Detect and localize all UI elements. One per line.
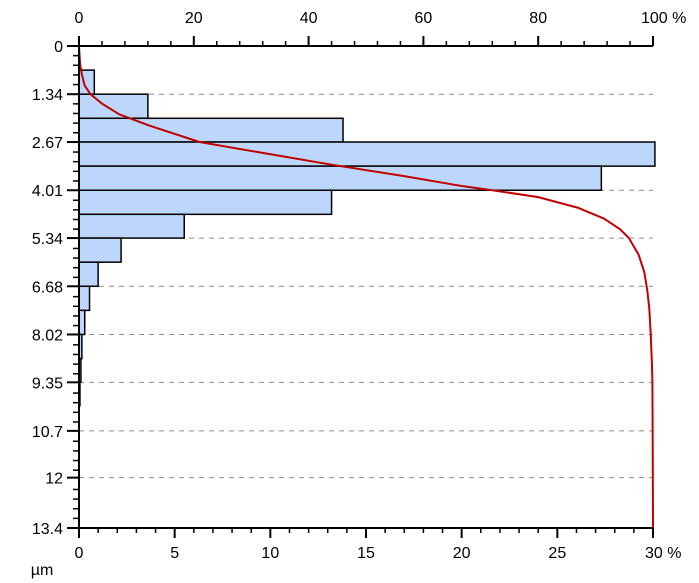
histogram-bar	[78, 213, 185, 239]
y-tick-label: 9.35	[32, 375, 63, 392]
top-tick-label: 0	[75, 10, 84, 27]
bottom-tick-label: 0	[75, 545, 84, 562]
histogram-bar	[78, 237, 122, 263]
y-tick-label: 2.67	[32, 135, 63, 152]
top-tick-label: 40	[300, 10, 318, 27]
top-tick-label: 80	[529, 10, 547, 27]
y-tick-label: 0	[54, 39, 63, 56]
cumulative-curve	[78, 45, 654, 529]
bottom-tick-label: 10	[261, 545, 279, 562]
top-tick-label: 60	[415, 10, 433, 27]
bottom-tick-label: 20	[453, 545, 471, 562]
histogram-bar	[78, 93, 149, 120]
y-tick-label: 13.4	[32, 521, 63, 538]
histogram-bar	[78, 285, 91, 312]
y-axis-unit-label: µm	[31, 562, 54, 579]
y-tick-label: 6.68	[32, 279, 63, 296]
bottom-tick-label: 15	[357, 545, 375, 562]
y-tick-label: 1.34	[32, 87, 63, 104]
bottom-tick-label: 5	[170, 545, 179, 562]
y-tick-label: 4.01	[32, 183, 63, 200]
histogram-bar	[78, 117, 344, 143]
histogram-bar	[78, 189, 333, 216]
y-tick-label: 10.7	[32, 424, 63, 441]
bottom-tick-label: 25	[548, 545, 566, 562]
y-tick-label: 12	[45, 471, 63, 488]
y-tick-label: 5.34	[32, 231, 63, 248]
bottom-tick-label: 30 %	[645, 545, 681, 562]
histogram-bar	[78, 165, 603, 191]
y-tick-label: 8.02	[32, 327, 63, 344]
histogram-bar	[78, 141, 656, 167]
top-tick-label: 100 %	[641, 10, 686, 27]
top-tick-label: 20	[185, 10, 203, 27]
histogram-bar	[78, 261, 99, 288]
